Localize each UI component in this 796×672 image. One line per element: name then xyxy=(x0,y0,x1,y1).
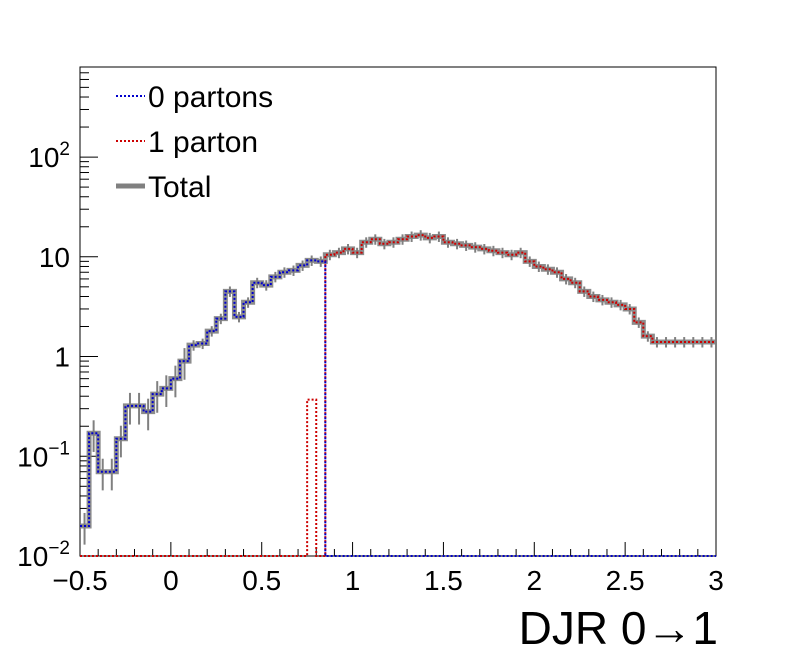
series-1-parton xyxy=(80,234,716,557)
y-tick-label: 1 xyxy=(54,342,70,373)
x-tick-label: 2 xyxy=(526,565,542,596)
legend-item: 1 parton xyxy=(116,126,258,159)
legend-label: 0 partons xyxy=(148,81,273,114)
y-tick-labels: 10−2 10−1 1 10 102 xyxy=(17,139,70,572)
legend-label: Total xyxy=(148,171,211,204)
series-line xyxy=(80,232,716,529)
legend-item: 0 partons xyxy=(116,81,273,114)
legend-item: Total xyxy=(116,171,211,204)
y-tick-label: 102 xyxy=(28,139,70,173)
legend-label: 1 parton xyxy=(148,126,258,159)
x-tick-label: 0 xyxy=(163,565,179,596)
x-axis-label: DJR 0→1 xyxy=(519,602,718,654)
series-total xyxy=(80,230,716,545)
series-line xyxy=(80,234,716,557)
plot-frame xyxy=(79,66,717,557)
series-0-partons xyxy=(80,259,716,557)
x-tick-label: 3 xyxy=(708,565,724,596)
y-tick-label: 10 xyxy=(39,242,70,273)
y-tick-label: 10−2 xyxy=(17,538,70,572)
series-line xyxy=(80,259,716,557)
series-layer xyxy=(80,230,716,557)
legend: 0 partons 1 parton Total xyxy=(116,81,273,204)
x-tick-label: 1.5 xyxy=(424,565,463,596)
x-tick-labels: −0.5 0 0.5 1 1.5 2 2.5 3 xyxy=(52,565,723,596)
y-tick-label: 10−1 xyxy=(17,438,70,472)
x-tick-label: 0.5 xyxy=(242,565,281,596)
x-tick-label: −0.5 xyxy=(52,565,107,596)
x-tick-label: 1 xyxy=(345,565,361,596)
x-tick-label: 2.5 xyxy=(606,565,645,596)
